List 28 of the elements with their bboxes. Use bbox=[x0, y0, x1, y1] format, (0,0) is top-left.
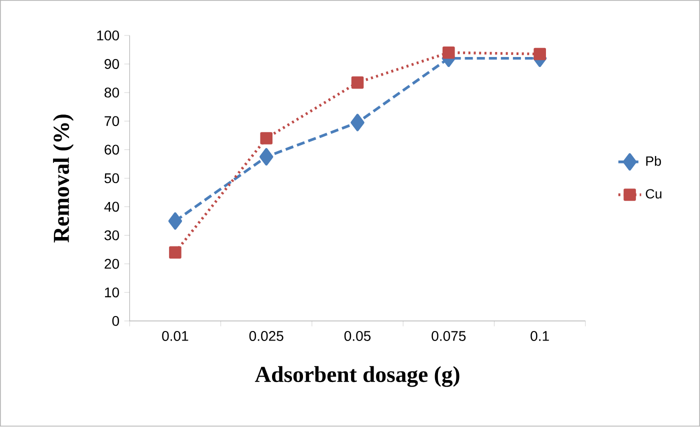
point bbox=[169, 246, 182, 259]
x-tick-label: 0.075 bbox=[432, 331, 466, 342]
x-axis-title: Adsorbent dosage (g) bbox=[254, 366, 460, 388]
y-tick-label: 0 bbox=[112, 316, 120, 326]
y-axis-title: Removal (%) bbox=[53, 114, 74, 243]
y-tick-label: 20 bbox=[104, 259, 120, 270]
x-tick-label: 0.025 bbox=[249, 331, 284, 342]
y-tick-label: 60 bbox=[104, 144, 120, 155]
y-tick-label: 80 bbox=[104, 88, 120, 98]
y-tick-label: 30 bbox=[104, 230, 120, 241]
y-tick-label: 100 bbox=[97, 30, 120, 41]
point bbox=[260, 132, 273, 145]
y-tick-label: 10 bbox=[105, 288, 120, 298]
point bbox=[442, 46, 455, 59]
y-tick-label: 50 bbox=[104, 173, 120, 184]
x-tick-label: 0.05 bbox=[344, 331, 371, 342]
x-tick-label: 0.1 bbox=[530, 331, 549, 342]
point bbox=[350, 114, 364, 132]
x-tick-label: 0.01 bbox=[162, 331, 188, 342]
point bbox=[260, 148, 274, 166]
y-tick-label: 90 bbox=[104, 59, 120, 70]
point bbox=[534, 48, 546, 60]
legend-label: Pb bbox=[646, 156, 661, 166]
y-tick-label: 40 bbox=[104, 202, 120, 212]
point bbox=[351, 76, 364, 89]
y-tick-label: 70 bbox=[104, 116, 120, 126]
point bbox=[168, 212, 182, 230]
legend-label: Cu bbox=[646, 189, 662, 199]
